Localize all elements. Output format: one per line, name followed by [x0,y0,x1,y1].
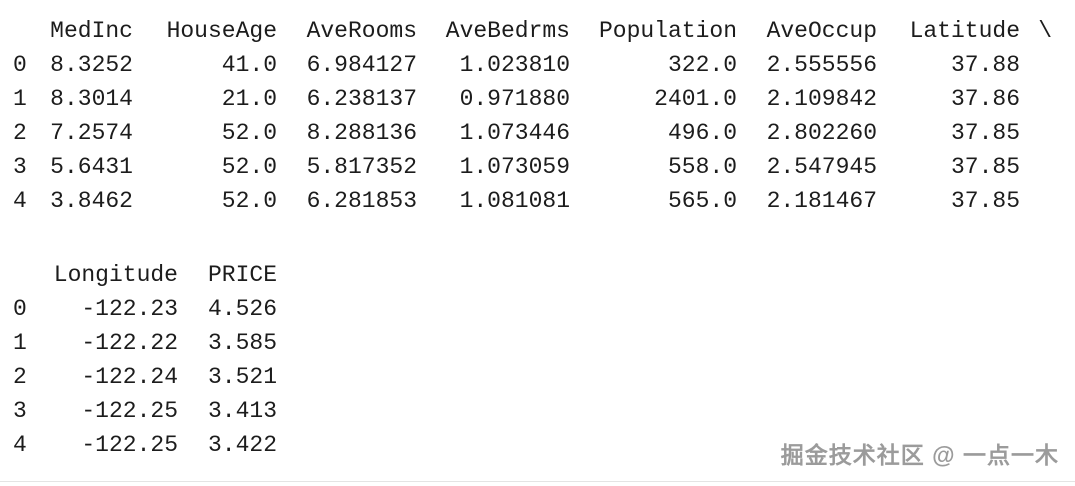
cell: 7.2574 [50,120,133,146]
header-row: Longitude PRICE [13,258,277,292]
cell: -122.23 [81,296,178,322]
cell: 2.547945 [766,154,877,180]
row-index: 1 [13,330,27,356]
cell: 8.288136 [306,120,417,146]
cell: 0.971880 [459,86,570,112]
column-header: AveOccup [766,18,877,44]
table-row: 0 -122.23 4.526 [13,292,277,326]
index-header [13,14,33,48]
cell: -122.22 [81,330,178,356]
cell: 4.526 [207,296,277,322]
cell: 3.8462 [50,188,133,214]
cell: 37.88 [950,52,1020,78]
cell: -122.25 [81,432,178,458]
cell: 565.0 [667,188,737,214]
row-index: 2 [13,364,27,390]
dataframe-table-part2: Longitude PRICE 0 -122.23 4.526 1 -122.22 3.58… [13,258,277,462]
cell: 37.85 [950,154,1020,180]
cell-empty [1020,116,1052,150]
column-header: PRICE [207,262,277,288]
cell: -122.25 [81,398,178,424]
cell: 558.0 [667,154,737,180]
column-header: Longitude [53,262,178,288]
cell-empty [1020,48,1052,82]
table-row: 3 5.6431 52.0 5.817352 1.073059 558.0 2.547945… [13,150,1052,184]
table-row: 4 3.8462 52.0 6.281853 1.081081 565.0 2.181467… [13,184,1052,218]
cell: 1.023810 [459,52,570,78]
cell: 6.238137 [306,86,417,112]
cell: 3.521 [207,364,277,390]
dataframe-table-part1: MedInc HouseAge AveRooms AveBedrms Populatio… [13,14,1052,218]
cell: 52.0 [221,120,277,146]
cell-empty [1020,150,1052,184]
cell: 3.585 [207,330,277,356]
row-index: 4 [13,432,27,458]
row-index: 0 [13,296,27,322]
cell: 1.073446 [459,120,570,146]
row-index: 3 [13,398,27,424]
table-row: 0 8.3252 41.0 6.984127 1.023810 322.0 2.555556… [13,48,1052,82]
cell-empty [1020,82,1052,116]
column-header: AveBedrms [445,18,570,44]
line-continuation: \ [1038,18,1052,44]
cell: 52.0 [221,188,277,214]
cell: 2.555556 [766,52,877,78]
cell: 5.6431 [50,154,133,180]
cell: 52.0 [221,154,277,180]
row-index: 4 [13,188,27,214]
cell: 2.802260 [766,120,877,146]
cell: 322.0 [667,52,737,78]
table-row: 2 -122.24 3.521 [13,360,277,394]
column-header: HouseAge [166,18,277,44]
column-header: MedInc [50,18,133,44]
cell: 37.85 [950,120,1020,146]
cell: 6.984127 [306,52,417,78]
cell: 5.817352 [306,154,417,180]
row-index: 3 [13,154,27,180]
table-row: 3 -122.25 3.413 [13,394,277,428]
cell: 8.3014 [50,86,133,112]
column-header: Population [598,18,737,44]
cell: 37.85 [950,188,1020,214]
cell: 2401.0 [654,86,737,112]
column-header: Latitude [909,18,1020,44]
cell: 21.0 [221,86,277,112]
header-row: MedInc HouseAge AveRooms AveBedrms Populatio… [13,14,1052,48]
row-index: 2 [13,120,27,146]
table-row: 2 7.2574 52.0 8.288136 1.073446 496.0 2.802260… [13,116,1052,150]
cell: 8.3252 [50,52,133,78]
cell: 3.422 [207,432,277,458]
column-header: AveRooms [306,18,417,44]
cell: 1.073059 [459,154,570,180]
table-row: 1 -122.22 3.585 [13,326,277,360]
cell: 1.081081 [459,188,570,214]
cell: 2.109842 [766,86,877,112]
table-row: 4 -122.25 3.422 [13,428,277,462]
bottom-divider [0,481,1075,482]
cell: 496.0 [667,120,737,146]
cell: 37.86 [950,86,1020,112]
cell: 6.281853 [306,188,417,214]
table-row: 1 8.3014 21.0 6.238137 0.971880 2401.0 2.10984… [13,82,1052,116]
cell: 2.181467 [766,188,877,214]
index-header [13,258,33,292]
cell: -122.24 [81,364,178,390]
cell: 3.413 [207,398,277,424]
cell-empty [1020,184,1052,218]
watermark: 掘金技术社区 @ 一点一木 [780,442,1059,468]
row-index: 1 [13,86,27,112]
row-index: 0 [13,52,27,78]
cell: 41.0 [221,52,277,78]
